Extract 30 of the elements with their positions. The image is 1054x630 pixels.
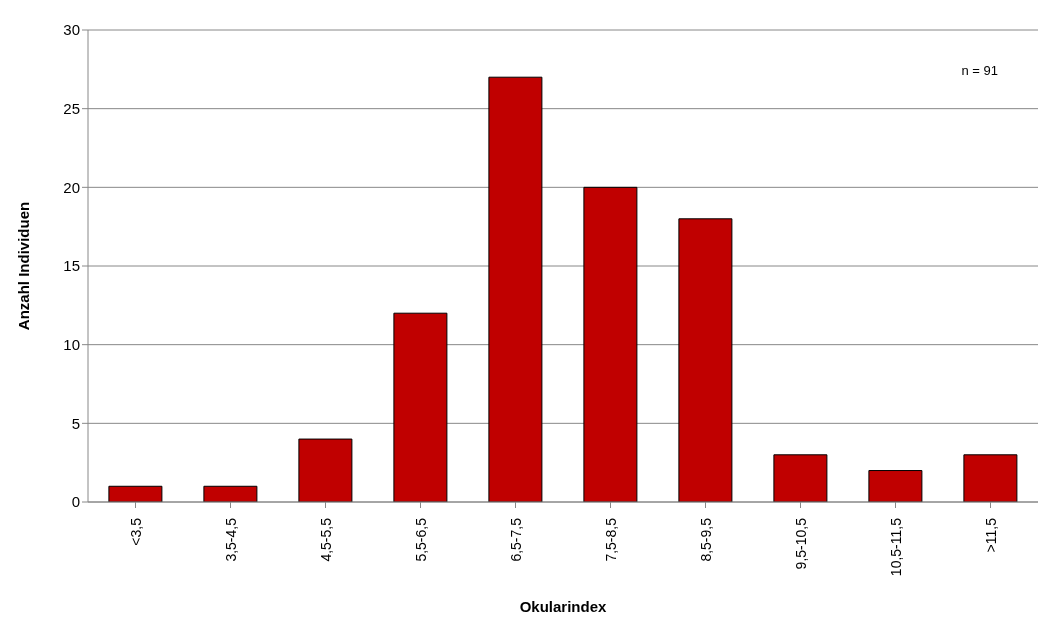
x-tick-label: 5,5-6,5: [412, 517, 429, 562]
x-axis-title: Okularindex: [519, 598, 607, 615]
y-tick-label: 10: [63, 335, 80, 353]
x-tick-label: 4,5-5,5: [317, 517, 334, 562]
bar: [108, 485, 163, 502]
y-tick-label: 30: [63, 21, 80, 39]
x-tick-label: <3,5: [127, 517, 144, 546]
x-tick-label: 9,5-10,5: [792, 517, 809, 570]
x-tick-label: 6,5-7,5: [507, 517, 524, 562]
x-tick-label: 8,5-9,5: [697, 517, 714, 562]
y-axis-title: Anzahl Individuen: [15, 201, 33, 331]
bar: [298, 438, 353, 502]
bar: [488, 76, 543, 502]
annotation: n = 91: [961, 63, 998, 78]
bar: [678, 218, 733, 502]
y-tick-label: 25: [63, 99, 80, 117]
bar: [773, 454, 828, 502]
bar: [583, 186, 638, 502]
bar: [963, 454, 1018, 502]
bar: [203, 485, 258, 502]
bar: [393, 312, 448, 502]
y-tick-label: 20: [63, 178, 80, 196]
y-tick-label: 15: [63, 257, 80, 275]
x-tick-label: 7,5-8,5: [602, 517, 619, 562]
y-tick-label: 0: [71, 493, 80, 511]
x-tick-label: 3,5-4,5: [222, 517, 239, 562]
bar: [868, 470, 923, 502]
x-tick-label: 10,5-11,5: [887, 517, 904, 577]
y-tick-label: 5: [71, 414, 80, 432]
x-tick-label: >11,5: [982, 517, 999, 553]
